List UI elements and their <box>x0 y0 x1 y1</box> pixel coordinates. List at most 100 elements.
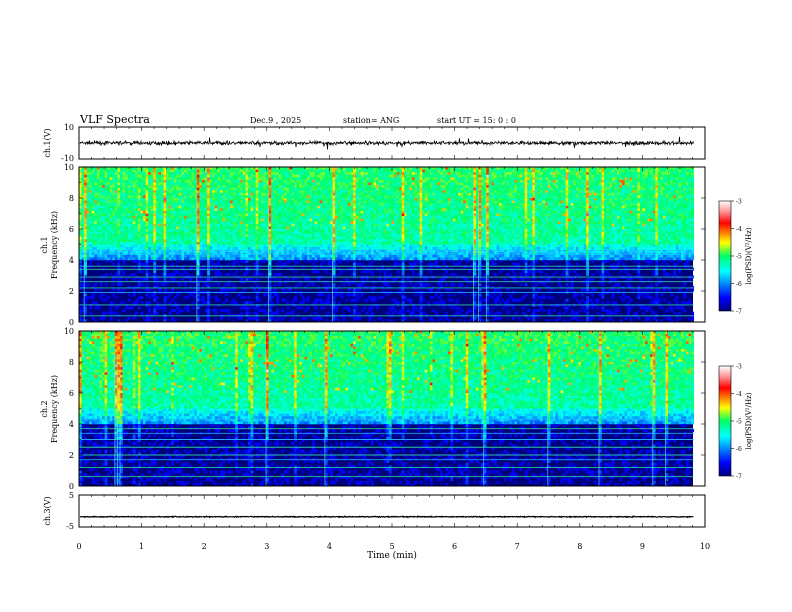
spectrogram-cell <box>463 190 467 194</box>
spectrogram-cell <box>217 216 221 219</box>
spectrogram-cell <box>281 174 285 178</box>
spectrogram-cell <box>140 208 144 212</box>
spectrogram-cell <box>501 195 505 199</box>
spectrogram-cell <box>273 208 277 212</box>
spectrogram-cell <box>519 174 523 178</box>
spectrogram-cell <box>588 182 592 186</box>
spectrogram-cell <box>301 167 305 170</box>
spectrogram-cell <box>529 192 533 196</box>
spectrogram-cell <box>486 205 490 209</box>
spectrogram-cell <box>99 208 103 212</box>
spectrogram-cell <box>99 187 103 191</box>
spectrogram-cell <box>645 179 648 183</box>
spectrogram-cell <box>145 174 149 178</box>
spectrogram-cell <box>476 174 479 178</box>
spectrogram-cell <box>417 203 420 207</box>
spectrogram-cell <box>330 198 333 201</box>
spectrogram-cell <box>473 172 477 176</box>
spectrogram-cell <box>455 210 459 214</box>
spectrogram-cell <box>406 182 410 186</box>
spectrogram-cell <box>168 203 172 207</box>
spectrogram-cell <box>283 213 287 217</box>
spectrogram-cell <box>616 198 620 201</box>
spectrogram-cell <box>501 210 505 214</box>
spectrogram-cell <box>212 185 216 188</box>
spectrogram-cell <box>143 216 146 219</box>
spectrogram-cell <box>242 216 246 219</box>
spectrogram-cell <box>350 167 354 170</box>
spectrogram-cell <box>527 174 531 178</box>
spectrogram-cell <box>437 192 441 196</box>
spectrogram-cell <box>122 182 126 186</box>
spectrogram-cell <box>330 200 333 204</box>
spectrogram-cell <box>248 218 251 222</box>
spectrogram-cell <box>355 179 359 183</box>
spectrogram-cell <box>337 182 341 186</box>
spectrogram-cell <box>309 195 313 199</box>
spectrogram-cell <box>550 198 554 201</box>
spectrogram-cell <box>242 210 246 214</box>
spectrogram-cell <box>276 185 280 188</box>
spectrogram-cell <box>504 198 508 201</box>
spectrogram-cell <box>586 177 590 181</box>
spectrogram-cell <box>452 216 456 219</box>
spectrogram-cell <box>168 213 172 217</box>
spectrogram-cell <box>517 213 520 217</box>
spectrogram-cell <box>670 169 674 173</box>
spectrogram-cell <box>624 203 628 207</box>
spectrogram-cell <box>409 167 413 170</box>
spectrogram-cell <box>424 167 428 170</box>
spectrogram-cell <box>593 192 597 196</box>
spectrogram-cell <box>122 169 126 173</box>
spectrogram-cell <box>158 177 162 181</box>
spectrogram-cell <box>581 187 584 191</box>
spectrogram-cell <box>299 190 303 194</box>
spectrogram-cell <box>399 205 403 209</box>
spectrogram-cell <box>555 182 559 186</box>
spectrogram-cell <box>506 216 510 219</box>
spectrogram-cell <box>281 169 285 173</box>
spectrogram-cell <box>560 203 564 207</box>
spectrogram-cell <box>225 205 228 209</box>
spectrogram-cell <box>688 216 692 219</box>
spectrogram-cell <box>148 190 152 194</box>
spectrogram-cell <box>524 177 528 181</box>
spectrogram-cell <box>634 185 638 188</box>
spectrogram-cell <box>560 192 564 196</box>
spectrogram-cell <box>153 205 157 209</box>
spectrogram-cell <box>135 177 139 181</box>
spectrogram-cell <box>365 208 369 212</box>
spectrogram-cell <box>263 205 267 209</box>
spectrogram-cell <box>283 172 287 176</box>
spectrogram-cell <box>465 190 469 194</box>
spectrogram-cell <box>176 216 180 219</box>
spectrogram-cell <box>460 192 464 196</box>
spectrogram-cell <box>657 210 661 214</box>
spectrogram-cell <box>383 174 387 178</box>
spectrogram-cell <box>160 187 164 191</box>
spectrogram-cell <box>442 198 446 201</box>
spectrogram-cell <box>371 192 374 196</box>
spectrogram-cell <box>396 167 400 170</box>
spectrogram-cell <box>301 179 305 183</box>
spectrogram-cell <box>217 208 221 212</box>
spectrogram-cell <box>465 177 469 181</box>
spectrogram-cell <box>242 203 246 207</box>
spectrogram-cell <box>473 185 477 188</box>
spectrogram-cell <box>89 192 93 196</box>
spectrogram-cell <box>586 216 590 219</box>
spectrogram-cell <box>396 172 400 176</box>
spectrogram-cell <box>575 179 579 183</box>
spectrogram-cell <box>155 187 159 191</box>
spectrogram-cell <box>532 174 536 178</box>
spectrogram-cell <box>565 179 569 183</box>
spectrogram-cell <box>135 167 139 170</box>
spectrogram-cell <box>481 174 484 178</box>
spectrogram-cell <box>401 182 405 186</box>
spectrogram-cell <box>486 179 490 183</box>
spectrogram-cell <box>96 203 100 207</box>
spectrogram-cell <box>181 192 185 196</box>
spectrogram-cell <box>414 190 418 194</box>
spectrogram-cell <box>616 208 620 212</box>
spectrogram-cell <box>565 210 569 214</box>
